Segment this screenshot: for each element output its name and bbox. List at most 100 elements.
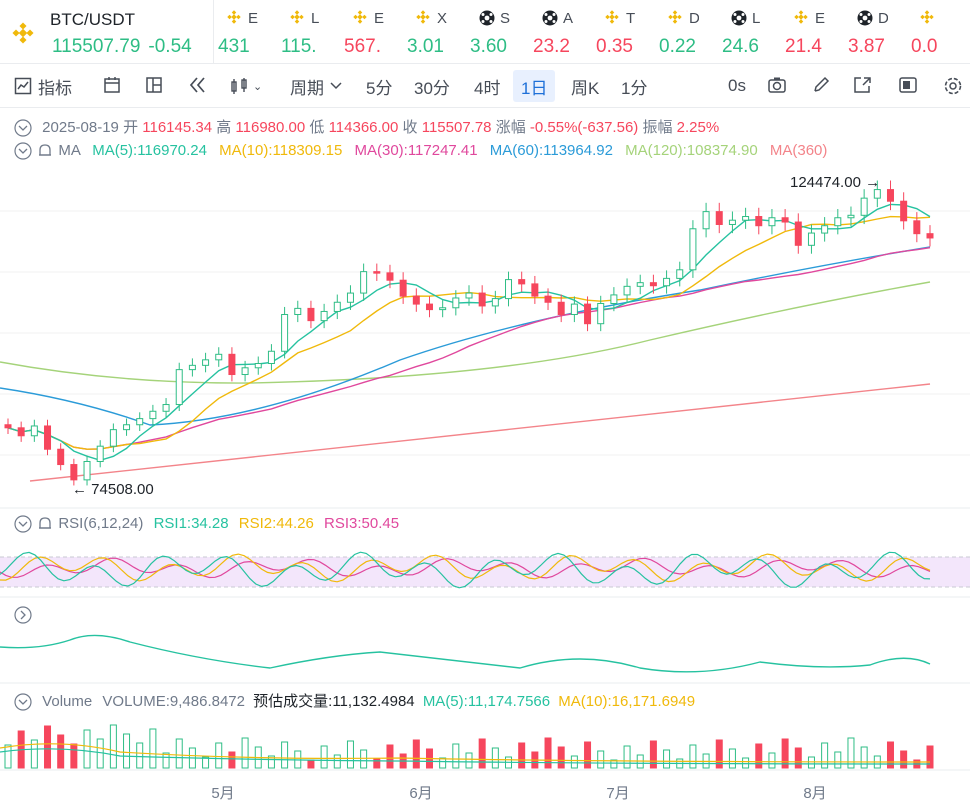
- volume-ma5: MA(5):11,174.7566: [422, 693, 551, 710]
- candle-body: [360, 271, 368, 294]
- ticker-item[interactable]: D 0.22: [655, 0, 718, 63]
- open-label: 开: [123, 119, 139, 136]
- volume-bar: [281, 741, 289, 769]
- rsi-legend: RSI(6,12,24) RSI1:34.28 RSI2:44.26 RSI3:…: [14, 515, 399, 533]
- ticker-btc-usdt[interactable]: BTC/USDT 115507.79 -0.54: [0, 0, 214, 63]
- calendar-icon[interactable]: [103, 76, 121, 99]
- kline-chart[interactable]: 124474.00 → ← 74508.00 5月 6月 7月 8月: [0, 140, 970, 811]
- ticker-item-letter: T: [626, 10, 636, 27]
- ma5-value: MA(5):116970.24: [92, 142, 207, 159]
- candle-body: [109, 429, 117, 447]
- indicators-button[interactable]: 指标: [14, 64, 72, 108]
- ticker-item[interactable]: E 431: [214, 0, 277, 63]
- interval-5m[interactable]: 5分: [366, 78, 393, 98]
- period-dropdown[interactable]: 周期: [290, 64, 343, 108]
- rsi3-line: [0, 557, 931, 579]
- chart-type-button[interactable]: ⌄: [229, 64, 262, 108]
- candle-body: [175, 369, 183, 406]
- ticker-item-value: 24.6: [722, 36, 759, 57]
- soccer-ball-icon: [731, 10, 747, 31]
- volume-bar: [267, 755, 275, 769]
- collapse-chevron-icon[interactable]: [14, 693, 32, 711]
- candle-body: [202, 359, 210, 366]
- rsi2-line: [0, 553, 931, 583]
- candle-body: [188, 364, 196, 371]
- ma60-line: [0, 246, 931, 426]
- ticker-item[interactable]: D 3.87: [844, 0, 907, 63]
- ticker-item-letter: E: [374, 10, 384, 27]
- replay-icon[interactable]: [188, 76, 208, 99]
- volume-ma5-line: [0, 748, 931, 765]
- ticker-item-letter: S: [500, 10, 510, 27]
- volume-bar: [478, 738, 486, 769]
- pencil-icon[interactable]: [811, 76, 831, 99]
- volume-bar: [70, 743, 78, 769]
- ticker-item-value: 0.35: [596, 36, 633, 57]
- bell-icon[interactable]: [36, 142, 54, 160]
- ticker-item[interactable]: T 0.35: [592, 0, 655, 63]
- volume-bar: [83, 729, 91, 769]
- volume-ma10-line: [0, 743, 931, 763]
- pane-toggle[interactable]: [14, 606, 32, 624]
- camera-icon[interactable]: [767, 76, 787, 99]
- interval-30m[interactable]: 30分: [414, 78, 450, 98]
- rsi3-value: RSI3:50.45: [324, 515, 400, 532]
- x-axis-tick: 7月: [606, 785, 629, 802]
- candle-body: [636, 282, 644, 287]
- ticker-item[interactable]: S 3.60: [466, 0, 529, 63]
- fullscreen-icon[interactable]: [853, 76, 873, 99]
- ticker-item[interactable]: E 21.4: [781, 0, 844, 63]
- collapse-chevron-icon[interactable]: [14, 119, 32, 137]
- ticker-item-letter: D: [689, 10, 699, 27]
- chevron-right-icon[interactable]: [14, 606, 32, 624]
- interval-1m[interactable]: 1分: [621, 78, 648, 98]
- ticker-item[interactable]: X 3.01: [403, 0, 466, 63]
- ticker-item[interactable]: L 115.: [277, 0, 340, 63]
- candle-body: [465, 292, 473, 299]
- volume-value: VOLUME:9,486.8472: [102, 693, 245, 710]
- collapse-chevron-icon[interactable]: [14, 515, 32, 533]
- indicators-label: 指标: [38, 78, 72, 98]
- candle-body: [83, 460, 91, 481]
- volume-legend: Volume VOLUME:9,486.8472 预估成交量:11,132.49…: [14, 690, 695, 711]
- ticker-item[interactable]: E 567.: [340, 0, 403, 63]
- soccer-ball-icon: [479, 10, 495, 31]
- volume-bar: [57, 734, 65, 769]
- volume-bar: [386, 744, 394, 769]
- ticker-item-letter: E: [248, 10, 258, 27]
- candle-body: [17, 427, 25, 437]
- bnb-icon: [416, 10, 430, 29]
- ticker-item-letter: A: [563, 10, 573, 27]
- settings-icon[interactable]: [943, 76, 963, 101]
- interval-1d[interactable]: 1日: [513, 70, 556, 102]
- interval-week[interactable]: 周K: [571, 78, 600, 98]
- ticker-item[interactable]: A 23.2: [529, 0, 592, 63]
- ticker-item[interactable]: L 24.6: [718, 0, 781, 63]
- candle-body: [215, 353, 223, 361]
- volume-bar: [373, 758, 381, 769]
- ohlc-info: 2025-08-19 开 116145.34 高 116980.00 低 114…: [14, 116, 719, 137]
- theme-icon[interactable]: [898, 76, 918, 99]
- high-annotation: 124474.00 →: [790, 174, 880, 191]
- volume-bar: [412, 739, 420, 769]
- collapse-chevron-icon[interactable]: [14, 142, 32, 160]
- amp-value: 2.25%: [676, 119, 720, 136]
- layout-icon[interactable]: [145, 76, 163, 99]
- candle-body: [44, 425, 52, 450]
- ticker-item[interactable]: 0.0: [907, 0, 970, 63]
- ma60-value: MA(60):113964.92: [489, 142, 613, 159]
- volume-bar: [149, 728, 157, 769]
- bnb-icon: [920, 10, 934, 29]
- volume-bar: [557, 746, 565, 769]
- volume-bar: [584, 741, 592, 769]
- volume-bar: [781, 738, 789, 769]
- candle-body: [505, 279, 513, 300]
- candle-body: [228, 353, 236, 376]
- interval-4h[interactable]: 4时: [474, 78, 501, 98]
- volume-bar: [452, 743, 460, 769]
- ticker-item-value: 0.22: [659, 36, 696, 57]
- candle-body: [57, 448, 65, 466]
- bell-icon[interactable]: [36, 515, 54, 533]
- candle-body: [136, 418, 144, 426]
- volume-bar: [30, 739, 38, 769]
